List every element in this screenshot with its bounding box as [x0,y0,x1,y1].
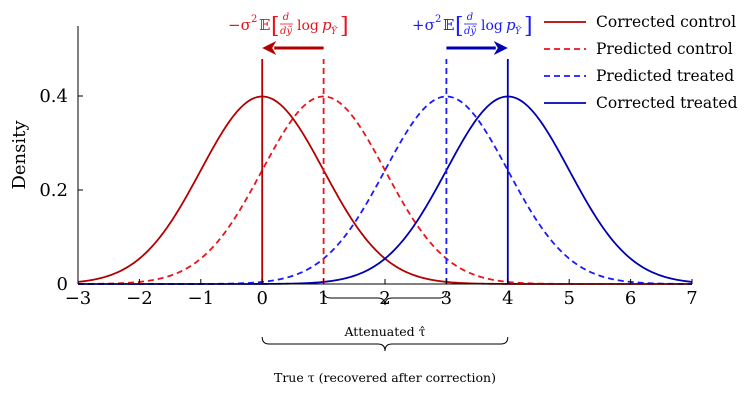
label-right-log: log [481,18,503,34]
x-tick-label-5: 2 [379,288,390,309]
legend-label-1: Predicted control [596,40,733,58]
vertical-lines-layer [261,59,509,284]
y-tick-label-0: 0 [57,274,68,295]
brace-true [261,336,509,352]
label-left-frac-num: d [283,12,289,23]
label-left-bracket-left: [ [271,14,280,39]
label-left-bracket-right: ] [340,14,349,39]
series-line-0 [77,95,692,285]
legend-label-3: Corrected treated [596,94,738,112]
y-ticks: 0 0.2 0.4 [39,86,83,295]
braces: Attenuated τ̂ True τ (recovered after cor… [261,290,509,385]
brace-label-attenuated: Attenuated τ̂ [343,324,425,339]
label-right-frac-den: dỹ [464,26,476,37]
legend-label-0: Corrected control [596,13,736,31]
label-left-exponent: 2 [251,14,257,25]
label-right-frac-num: d [467,12,473,23]
label-right-expectation: 𝔼 [443,16,454,34]
x-tick-label-10: 7 [686,288,697,309]
x-tick-label-7: 4 [502,288,513,309]
x-tick-label-4: 1 [318,288,329,309]
curves-layer [77,95,693,285]
label-left-expectation: 𝔼 [259,16,270,34]
arrow-label-right: +σ 2 𝔼[d dỹ log p Ỹ] [412,12,533,39]
y-axis-label: Density [9,120,30,190]
label-right-bracket-left: [ [455,14,464,39]
x-tick-label-9: 6 [625,288,636,309]
series-line-2 [78,95,693,285]
x-tick-label-6: 3 [441,288,452,309]
brace-label-true: True τ (recovered after correction) [274,370,496,385]
x-tick-label-2: −1 [188,288,215,309]
label-left-sign-sigma: −σ [228,16,251,34]
label-right-p-sub: Ỹ [515,25,522,37]
x-ticks: −3 −2 −1 0 1 2 3 4 5 6 7 [65,279,698,309]
arrow-label-left: −σ 2 𝔼[d dỹ log p Ỹ] [228,12,349,39]
label-left-frac-den: dỹ [280,26,292,37]
legend: Corrected control Predicted control Predic… [544,13,738,112]
label-right-exponent: 2 [435,14,441,25]
series-line-3 [78,95,693,285]
x-tick-label-0: −3 [65,288,92,309]
label-left-p: p [322,16,332,34]
shift-arrow-head-1 [493,41,508,55]
label-right-sign-sigma: +σ [412,16,435,34]
legend-label-2: Predicted treated [596,67,734,85]
x-tick-label-1: −2 [126,288,153,309]
label-right-p: p [506,16,516,34]
y-tick-label-2: 0.4 [39,86,68,107]
shift-arrow-head-0 [262,41,277,55]
x-tick-label-8: 5 [563,288,574,309]
label-left-p-sub: Ỹ [331,25,338,37]
y-tick-label-1: 0.2 [39,180,68,201]
label-right-bracket-right: ] [524,14,533,39]
label-left-log: log [297,18,319,34]
x-tick-label-3: 0 [256,288,267,309]
series-line-1 [77,95,692,285]
brace-attenuated [323,290,447,306]
shift-arrows [262,41,508,55]
